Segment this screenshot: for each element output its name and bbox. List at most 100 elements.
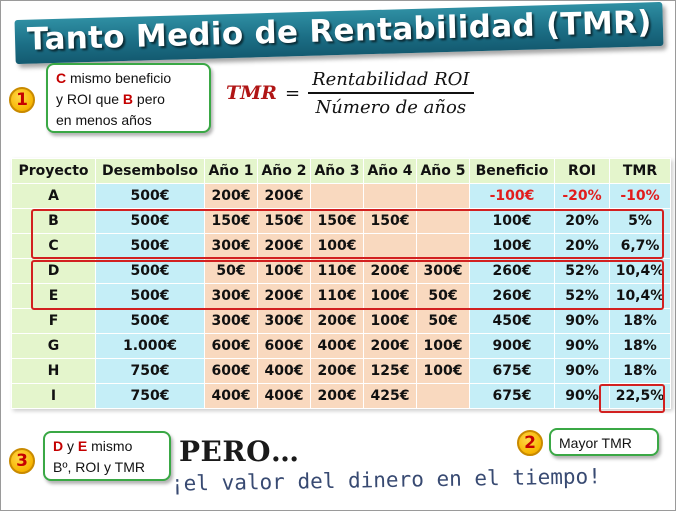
cell-desembolso: 500€ — [96, 234, 204, 258]
cell-ano-4: 200€ — [364, 334, 416, 358]
cell-roi: 20% — [555, 209, 609, 233]
callout-3-text-b: Bº, ROI y TMR — [53, 459, 145, 475]
cell-roi: 90% — [555, 309, 609, 333]
cell-ano-3: 200€ — [311, 309, 363, 333]
badge-3: 3 — [9, 448, 35, 474]
cell-ano-3: 200€ — [311, 359, 363, 383]
cell-ano-5 — [417, 234, 469, 258]
header-ano-4: Año 4 — [364, 159, 416, 183]
callout-3: D y E mismo Bº, ROI y TMR — [43, 431, 171, 481]
projects-table: Proyecto Desembolso Año 1 Año 2 Año 3 Añ… — [11, 158, 671, 409]
cell-ano-3: 110€ — [311, 259, 363, 283]
cell-desembolso: 750€ — [96, 359, 204, 383]
callout-1-text-a: mismo beneficio — [66, 70, 172, 86]
cell-proyecto: E — [12, 284, 95, 308]
cell-ano-2: 400€ — [258, 359, 310, 383]
cell-ano-1: 300€ — [205, 309, 257, 333]
header-ano-5: Año 5 — [417, 159, 469, 183]
cell-tmr: 18% — [610, 334, 670, 358]
cell-desembolso: 500€ — [96, 209, 204, 233]
cell-ano-2: 600€ — [258, 334, 310, 358]
table-row: H 750€ 600€ 400€ 200€ 125€ 100€ 675€ 90% 18% — [12, 359, 670, 383]
callout-1: C mismo beneficio y ROI que B pero en me… — [46, 63, 211, 133]
tmr-formula: TMR = Rentabilidad ROI Número de años — [226, 69, 474, 118]
cell-ano-1: 600€ — [205, 359, 257, 383]
cell-ano-4 — [364, 234, 416, 258]
formula-lhs: TMR — [226, 82, 277, 105]
cell-roi: 90% — [555, 359, 609, 383]
cell-desembolso: 1.000€ — [96, 334, 204, 358]
cell-ano-3: 100€ — [311, 234, 363, 258]
cell-ano-3: 400€ — [311, 334, 363, 358]
header-ano-1: Año 1 — [205, 159, 257, 183]
cell-ano-2: 200€ — [258, 284, 310, 308]
callout-3-text-a: mismo — [87, 438, 133, 454]
cell-ano-3 — [311, 184, 363, 208]
cell-ano-1: 300€ — [205, 234, 257, 258]
cell-proyecto: G — [12, 334, 95, 358]
formula-equals: = — [284, 82, 301, 104]
cell-desembolso: 750€ — [96, 384, 204, 408]
cell-desembolso: 500€ — [96, 309, 204, 333]
cell-tmr: 18% — [610, 309, 670, 333]
header-proyecto: Proyecto — [12, 159, 95, 183]
header-ano-3: Año 3 — [311, 159, 363, 183]
cell-ano-3: 200€ — [311, 384, 363, 408]
header-beneficio: Beneficio — [470, 159, 554, 183]
cell-proyecto: C — [12, 234, 95, 258]
cell-beneficio: -100€ — [470, 184, 554, 208]
badge-1: 1 — [9, 87, 35, 113]
header-tmr: TMR — [610, 159, 670, 183]
projects-table-wrap: Proyecto Desembolso Año 1 Año 2 Año 3 Añ… — [11, 158, 671, 409]
header-roi: ROI — [555, 159, 609, 183]
cell-desembolso: 500€ — [96, 259, 204, 283]
callout-1-text-b: y ROI que — [56, 91, 123, 107]
cell-ano-1: 400€ — [205, 384, 257, 408]
cell-ano-2: 200€ — [258, 234, 310, 258]
callout-1-c-letter: C — [56, 70, 67, 86]
cell-beneficio: 675€ — [470, 359, 554, 383]
cell-proyecto: A — [12, 184, 95, 208]
cell-roi: 52% — [555, 284, 609, 308]
cell-ano-5: 100€ — [417, 334, 469, 358]
cell-roi: 20% — [555, 234, 609, 258]
table-row: D 500€ 50€ 100€ 110€ 200€ 300€ 260€ 52% 10,4% — [12, 259, 670, 283]
cell-ano-4: 100€ — [364, 309, 416, 333]
cell-ano-4 — [364, 184, 416, 208]
cell-beneficio: 675€ — [470, 384, 554, 408]
cell-ano-5: 300€ — [417, 259, 469, 283]
cell-beneficio: 260€ — [470, 284, 554, 308]
cell-beneficio: 100€ — [470, 234, 554, 258]
cell-beneficio: 260€ — [470, 259, 554, 283]
table-row: G 1.000€ 600€ 600€ 400€ 200€ 100€ 900€ 90% 18% — [12, 334, 670, 358]
table-row: E 500€ 300€ 200€ 110€ 100€ 50€ 260€ 52% 10,4% — [12, 284, 670, 308]
cell-ano-5: 50€ — [417, 284, 469, 308]
callout-1-text-d: en menos años — [56, 112, 152, 128]
callout-3-y: y — [63, 438, 78, 454]
cell-ano-4: 425€ — [364, 384, 416, 408]
callout-1-b-letter: B — [122, 91, 134, 107]
cell-ano-5 — [417, 209, 469, 233]
valor-dinero-text: ¡el valor del dinero en el tiempo! — [170, 464, 602, 496]
cell-ano-4: 125€ — [364, 359, 416, 383]
cell-tmr: -10% — [610, 184, 670, 208]
cell-ano-4: 100€ — [364, 284, 416, 308]
cell-ano-1: 600€ — [205, 334, 257, 358]
table-body: A 500€ 200€ 200€ -100€ -20% -10% B 500€ 150€ 150€ 1… — [12, 184, 670, 408]
cell-desembolso: 500€ — [96, 184, 204, 208]
cell-beneficio: 450€ — [470, 309, 554, 333]
formula-fraction: Rentabilidad ROI Número de años — [308, 69, 474, 118]
callout-3-d-letter: D — [53, 438, 64, 454]
cell-ano-1: 200€ — [205, 184, 257, 208]
cell-tmr: 10,4% — [610, 259, 670, 283]
cell-ano-5: 100€ — [417, 359, 469, 383]
cell-tmr: 5% — [610, 209, 670, 233]
cell-tmr: 22,5% — [610, 384, 670, 408]
cell-ano-1: 300€ — [205, 284, 257, 308]
cell-ano-4: 200€ — [364, 259, 416, 283]
formula-numerator: Rentabilidad ROI — [312, 69, 470, 90]
cell-ano-4: 150€ — [364, 209, 416, 233]
fraction-bar — [308, 92, 474, 94]
cell-proyecto: D — [12, 259, 95, 283]
